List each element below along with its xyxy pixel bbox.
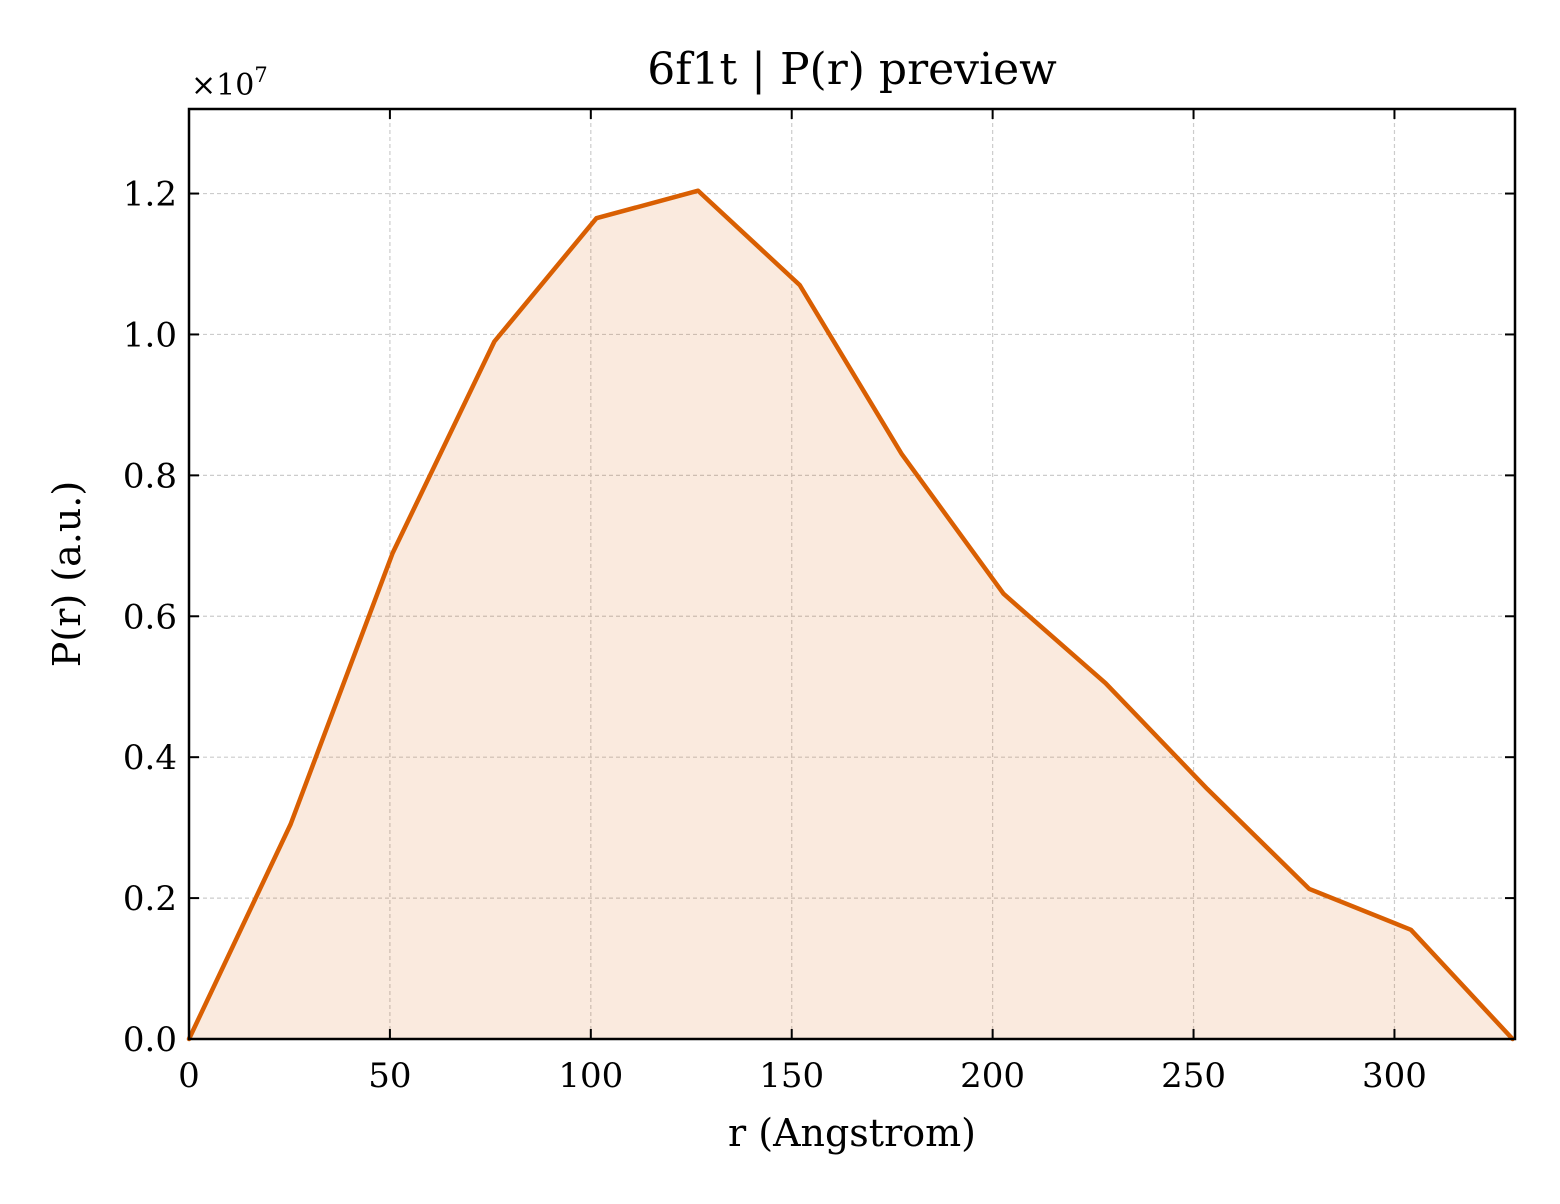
series-line bbox=[186, 188, 1515, 1042]
y-tick-label: 0.0 bbox=[123, 1020, 177, 1060]
x-tick-label: 100 bbox=[558, 1056, 623, 1096]
grid bbox=[189, 109, 1515, 1039]
y-tick-label: 0.6 bbox=[123, 597, 177, 637]
x-tick-label: 150 bbox=[759, 1056, 824, 1096]
y-tick-label: 0.8 bbox=[123, 456, 177, 496]
plot-frame bbox=[187, 107, 1517, 1041]
y-offset-base: ×10 bbox=[191, 68, 254, 103]
x-axis-label: r (Angstrom) bbox=[728, 1111, 976, 1155]
x-tick-label: 0 bbox=[178, 1056, 200, 1096]
series-area-fill bbox=[189, 190, 1513, 1040]
y-offset-label: ×107 bbox=[191, 63, 268, 103]
y-tick-label: 0.4 bbox=[123, 738, 177, 778]
x-tick-label: 200 bbox=[960, 1056, 1025, 1096]
y-axis-label: P(r) (a.u.) bbox=[45, 481, 89, 667]
y-offset-exponent: 7 bbox=[254, 63, 267, 87]
plot-data bbox=[186, 188, 1515, 1042]
x-tick-label: 250 bbox=[1161, 1056, 1226, 1096]
y-tick-label: 1.0 bbox=[123, 315, 177, 355]
chart-title: 6f1t | P(r) preview bbox=[647, 44, 1057, 95]
y-tick-label: 1.2 bbox=[123, 175, 177, 215]
x-tick-label: 50 bbox=[368, 1056, 411, 1096]
ticks: 0 50 100 150 200 250 300 0.0 0.2 0.4 0.6 0.8 1.0 1.2 bbox=[123, 109, 1515, 1096]
x-tick-label: 300 bbox=[1362, 1056, 1427, 1096]
y-tick-label: 0.2 bbox=[123, 879, 177, 919]
